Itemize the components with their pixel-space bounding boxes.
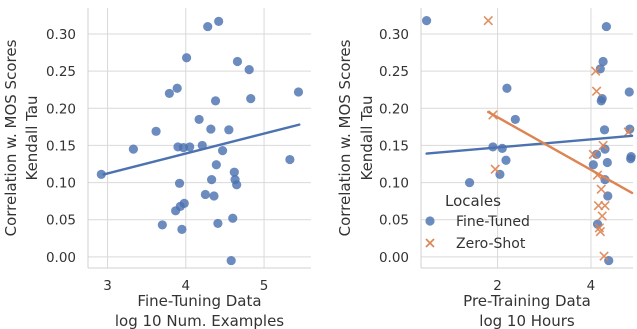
y-tick-label: 0.15 <box>379 138 409 154</box>
fine-tuned-point <box>625 124 635 134</box>
y-tick-label: 0.05 <box>379 213 409 229</box>
x-tick-label: 4 <box>587 278 596 294</box>
data-point <box>206 124 216 134</box>
zero-shot-point <box>596 184 607 195</box>
data-point <box>232 180 242 190</box>
data-point <box>157 220 167 230</box>
y-tick-label: 0.20 <box>46 101 76 117</box>
y-tick-label: 0.25 <box>46 64 76 80</box>
data-point <box>246 94 256 104</box>
legend-title: Locales <box>445 192 501 210</box>
data-point <box>164 88 174 99</box>
data-point <box>172 83 182 93</box>
y-tick-label: 0.20 <box>379 101 409 117</box>
x-tick-label: 5 <box>260 278 269 294</box>
data-point <box>229 167 239 177</box>
fine-tuned-point <box>591 149 602 159</box>
data-point <box>232 56 243 67</box>
data-point <box>224 125 234 135</box>
fine-tuned-point <box>598 56 608 67</box>
data-point <box>174 178 185 188</box>
fine-tuned-point <box>422 16 432 26</box>
data-point <box>210 96 221 106</box>
fine-tuned-point <box>595 64 605 74</box>
y-tick-label: 0.15 <box>46 138 76 154</box>
y-axis-title: Correlation w. MOS Scores <box>336 39 354 236</box>
trend-line <box>487 110 634 195</box>
y-tick-label: 0.25 <box>379 64 409 80</box>
data-point <box>293 87 304 97</box>
zero-shot-point <box>588 149 599 160</box>
fine-tuned-point <box>602 157 612 168</box>
data-point <box>185 142 195 152</box>
y-tick-label: 0.30 <box>379 27 409 43</box>
y-axis-title: Correlation w. MOS Scores <box>2 39 20 236</box>
zero-shot-point <box>590 66 601 76</box>
legend-entry: Fine-Tuned <box>456 214 530 230</box>
legend-fine-tuned-marker <box>425 216 435 226</box>
data-point <box>228 213 238 223</box>
x-axis-title: Pre-Training Data <box>463 292 591 310</box>
zero-shot-point <box>598 140 608 151</box>
fine-tuned-point <box>599 125 610 135</box>
y-tick-label: 0.10 <box>46 176 76 192</box>
y-axis-title: Kendall Tau <box>358 95 376 180</box>
trend-line <box>102 123 301 176</box>
data-point <box>213 218 223 229</box>
fine-tuned-point <box>502 83 512 93</box>
y-tick-label: 0.05 <box>46 213 76 229</box>
data-point <box>151 126 161 136</box>
x-tick-label: 3 <box>103 278 112 294</box>
data-point <box>214 16 224 26</box>
data-point <box>194 114 204 125</box>
fine-tuned-point <box>626 151 636 162</box>
data-point <box>96 169 106 179</box>
zero-shot-point <box>490 164 501 174</box>
y-tick-label: 0.10 <box>379 176 409 192</box>
fine-tuned-point <box>588 160 598 170</box>
zero-shot-point <box>600 200 610 211</box>
data-point <box>285 154 295 165</box>
legend: Locales Fine-Tuned Zero-Shot <box>425 192 530 252</box>
data-point <box>207 175 217 185</box>
right-chart-panel: 0.00 0.05 0.10 0.15 0.20 0.25 0.30 2 4Pre-Traini… <box>336 8 636 329</box>
zero-shot-point <box>597 211 607 221</box>
zero-shot-point <box>483 15 494 26</box>
y-tick-label: 0.00 <box>46 250 76 266</box>
data-point <box>200 189 210 200</box>
data-point <box>244 65 254 75</box>
y-tick-label: 0.00 <box>379 250 409 266</box>
data-point <box>209 191 219 201</box>
fine-tuned-point <box>464 177 475 188</box>
x-axis-title: Fine-Tuning Data <box>137 292 261 310</box>
y-axis-title: Kendall Tau <box>23 95 41 180</box>
x-axis-title: log 10 Num. Examples <box>115 312 284 329</box>
fine-tuned-point <box>597 94 607 104</box>
x-tick-label: 2 <box>493 278 502 294</box>
fine-tuned-point <box>501 155 511 165</box>
legend-zero-shot-marker <box>425 238 435 248</box>
x-tick-label: 4 <box>182 278 191 294</box>
data-point <box>226 255 236 266</box>
data-point <box>203 21 213 32</box>
fine-tuned-point <box>601 21 611 32</box>
zero-shot-point <box>599 251 609 261</box>
data-point <box>177 224 187 234</box>
data-point <box>217 146 228 156</box>
left-chart-panel: 0.00 0.05 0.10 0.15 0.20 0.25 0.30 3 4 5Fine-Tuni… <box>2 8 311 329</box>
data-point <box>128 144 138 154</box>
zero-shot-point <box>591 86 602 96</box>
fine-tuned-point <box>603 191 613 201</box>
trend-line <box>425 134 634 155</box>
fine-tuned-point <box>624 87 634 97</box>
data-point <box>211 160 221 170</box>
fine-tuned-point <box>510 114 520 125</box>
legend-entry: Zero-Shot <box>456 236 526 252</box>
zero-shot-point <box>595 226 606 237</box>
x-axis-title: log 10 Hours <box>479 312 575 329</box>
data-point <box>179 198 189 208</box>
data-point <box>181 53 192 63</box>
y-tick-label: 0.30 <box>46 27 76 43</box>
